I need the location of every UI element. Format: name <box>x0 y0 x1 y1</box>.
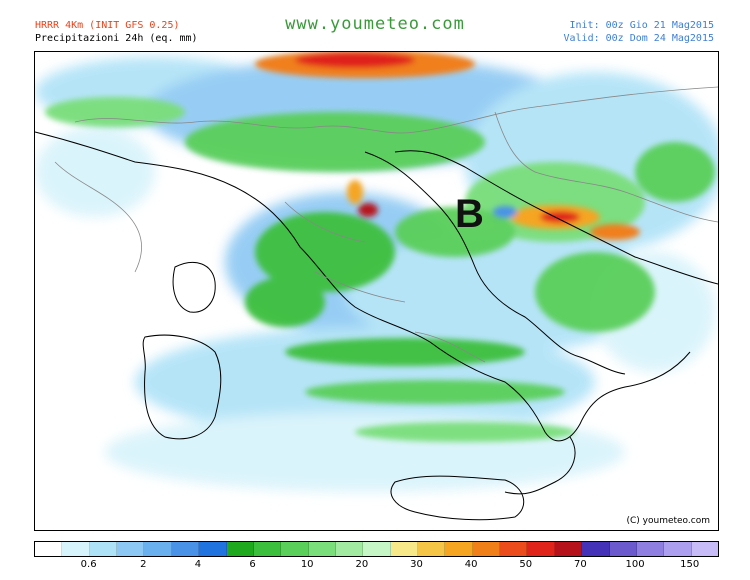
italy-east-coast <box>364 151 626 375</box>
color-scale-bar <box>34 541 719 557</box>
legend-swatch <box>554 542 583 556</box>
legend-swatch <box>582 542 610 556</box>
corsica <box>172 262 216 313</box>
france-border <box>54 161 142 273</box>
balkan-coast <box>394 150 718 285</box>
legend-swatch <box>35 542 63 556</box>
balkan-border <box>494 111 718 223</box>
legend-swatch <box>89 542 118 556</box>
legend-swatch <box>418 542 446 556</box>
legend-swatch <box>636 542 665 556</box>
legend-swatch <box>62 542 90 556</box>
legend-swatch <box>253 542 282 556</box>
alpine-border <box>74 86 718 134</box>
legend-swatch <box>664 542 692 556</box>
legend-tick-label: 0.6 <box>80 559 97 570</box>
calabria-coast <box>504 436 576 495</box>
precip-green-layer <box>45 97 715 442</box>
valid-time: Valid: 00z Dom 24 Mag2015 <box>563 33 714 44</box>
product-title: Precipitazioni 24h (eq. mm) <box>35 33 198 44</box>
legend-tick-label: 100 <box>625 559 645 570</box>
precip-heavy-layer <box>255 52 640 240</box>
legend-swatch <box>308 542 336 556</box>
legend-swatch <box>390 542 419 556</box>
legend-tick-label: 40 <box>464 559 478 570</box>
legend-tick-label: 50 <box>519 559 533 570</box>
legend-swatch <box>171 542 200 556</box>
map-copyright: (C) youmeteo.com <box>626 516 710 526</box>
region-borders <box>284 201 486 363</box>
legend-swatch <box>281 542 309 556</box>
sicily <box>390 475 525 521</box>
legend-swatch <box>117 542 145 556</box>
legend-swatch <box>609 542 637 556</box>
legend-swatch <box>144 542 172 556</box>
sardinia <box>142 334 222 440</box>
legend-swatch <box>445 542 473 556</box>
legend-tick-label: 30 <box>410 559 423 570</box>
legend-tick-label: 150 <box>680 559 700 570</box>
legend-swatch <box>363 542 391 556</box>
legend-swatch <box>472 542 501 556</box>
borders <box>54 86 718 363</box>
legend-tick-label: 70 <box>574 559 587 570</box>
site-url[interactable]: www.youmeteo.com <box>285 14 465 34</box>
map-canvas: B <box>35 52 718 530</box>
legend-swatch <box>500 542 528 556</box>
legend-tick-label: 2 <box>140 559 147 570</box>
init-time: Init: 00z Gio 21 Mag2015 <box>569 20 715 31</box>
legend-swatch <box>199 542 227 556</box>
precipitation-map: B (C) youmeteo.com <box>34 51 719 531</box>
legend-swatch <box>527 542 555 556</box>
model-title: HRRR 4Km (INIT GFS 0.25) <box>35 20 180 31</box>
legend-tick-label: 4 <box>194 559 202 570</box>
italy-west-coast <box>35 131 691 442</box>
low-pressure-label: B <box>455 192 484 236</box>
legend-swatch <box>226 542 254 556</box>
legend-tick-label: 20 <box>355 559 369 570</box>
legend-tick-label: 10 <box>300 559 314 570</box>
color-scale-labels: 0.6 2 4 6 10 20 30 40 50 70 100 150 <box>34 559 717 573</box>
legend-swatch <box>335 542 364 556</box>
legend-tick-label: 6 <box>249 559 256 570</box>
legend-swatch <box>691 542 718 556</box>
coastlines <box>35 131 718 521</box>
